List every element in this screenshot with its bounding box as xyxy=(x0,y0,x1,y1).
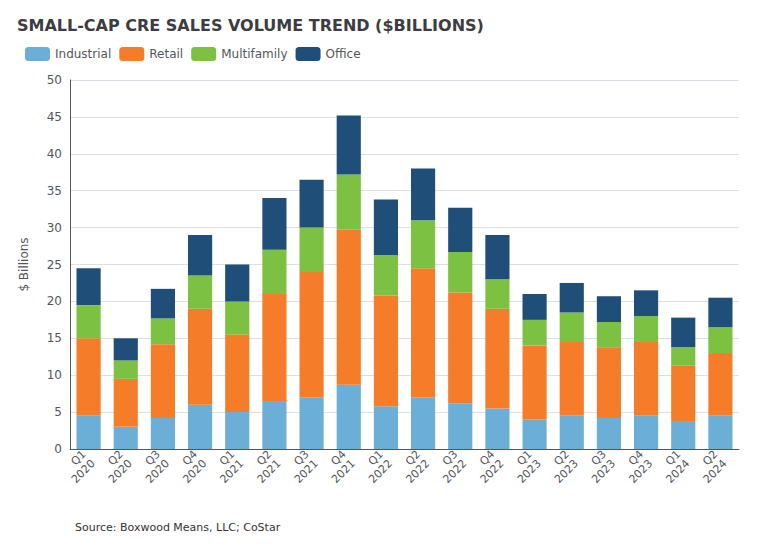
svg-text:2020: 2020 xyxy=(106,457,135,486)
svg-text:Q1: Q1 xyxy=(514,447,535,469)
svg-text:2023: 2023 xyxy=(589,457,618,486)
svg-text:Q2: Q2 xyxy=(105,447,126,469)
svg-text:Q3: Q3 xyxy=(440,447,461,469)
svg-text:2023: 2023 xyxy=(626,457,655,486)
svg-text:Q4: Q4 xyxy=(179,447,201,469)
svg-text:Q2: Q2 xyxy=(402,447,424,469)
svg-text:SMALL-CAP CRE SALES VOLUME TRE: SMALL-CAP CRE SALES VOLUME TREND ($BILLI… xyxy=(17,16,484,35)
svg-text:Q3: Q3 xyxy=(291,447,312,469)
svg-text:2022: 2022 xyxy=(403,457,432,486)
svg-text:2022: 2022 xyxy=(366,457,395,486)
svg-text:Q3: Q3 xyxy=(142,447,163,469)
svg-text:2021: 2021 xyxy=(255,457,284,486)
svg-text:0: 0 xyxy=(54,442,62,456)
svg-text:45: 45 xyxy=(47,110,62,124)
svg-text:2022: 2022 xyxy=(478,457,507,486)
svg-text:Q1: Q1 xyxy=(68,447,89,469)
svg-text:Q1: Q1 xyxy=(663,447,684,469)
svg-text:2021: 2021 xyxy=(292,457,321,486)
svg-text:Source: Boxwood Means, LLC; Co: Source: Boxwood Means, LLC; CoStar xyxy=(75,521,281,534)
svg-text:25: 25 xyxy=(47,258,62,272)
svg-text:35: 35 xyxy=(47,184,62,198)
svg-text:Office: Office xyxy=(326,47,361,61)
svg-text:2020: 2020 xyxy=(143,457,172,486)
svg-text:Q1: Q1 xyxy=(365,447,386,469)
svg-text:2020: 2020 xyxy=(180,457,209,486)
svg-text:Q2: Q2 xyxy=(254,447,275,469)
svg-text:30: 30 xyxy=(47,221,62,235)
svg-text:Q4: Q4 xyxy=(328,447,349,469)
svg-text:2022: 2022 xyxy=(440,457,469,486)
svg-text:Q3: Q3 xyxy=(588,447,609,469)
svg-text:20: 20 xyxy=(47,294,62,308)
svg-text:Q4: Q4 xyxy=(477,447,498,469)
svg-text:2021: 2021 xyxy=(329,457,358,486)
svg-text:2020: 2020 xyxy=(69,457,98,486)
svg-text:Q4: Q4 xyxy=(625,447,647,469)
svg-text:Multifamily: Multifamily xyxy=(221,47,287,61)
svg-text:$ Billions: $ Billions xyxy=(17,237,31,291)
svg-text:50: 50 xyxy=(47,73,62,87)
svg-text:2021: 2021 xyxy=(217,457,246,486)
svg-text:2023: 2023 xyxy=(515,457,544,486)
svg-text:2024: 2024 xyxy=(663,457,692,486)
svg-text:40: 40 xyxy=(47,147,62,161)
svg-text:Q2: Q2 xyxy=(551,447,572,469)
svg-text:Retail: Retail xyxy=(149,47,183,61)
svg-text:Industrial: Industrial xyxy=(55,47,111,61)
svg-text:15: 15 xyxy=(47,331,62,345)
svg-text:Q2: Q2 xyxy=(700,447,721,469)
svg-text:10: 10 xyxy=(47,368,62,382)
svg-text:2024: 2024 xyxy=(701,457,730,486)
svg-text:5: 5 xyxy=(54,405,62,419)
svg-text:Q1: Q1 xyxy=(217,447,238,469)
svg-text:2023: 2023 xyxy=(552,457,581,486)
